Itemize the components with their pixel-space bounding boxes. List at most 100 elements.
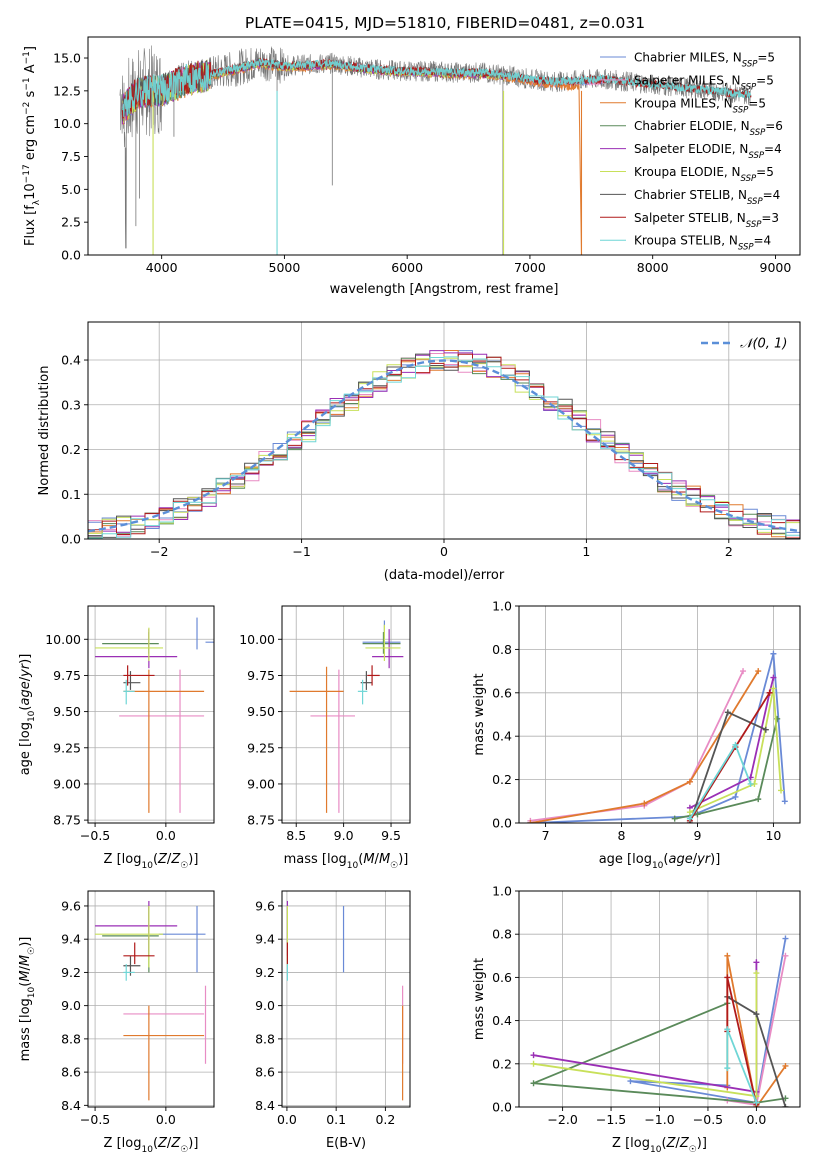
legend-text: Kroupa ELODIE, N: [634, 165, 741, 179]
legend-text: =4: [763, 188, 781, 202]
observed-spectrum: [119, 45, 752, 249]
label-part: Z: [157, 1136, 168, 1151]
marker: [770, 674, 777, 681]
tick-label-y: 12.5: [53, 83, 81, 98]
tick-label-y: 7.5: [61, 149, 81, 164]
tick-label-x: 6000: [391, 260, 423, 275]
plot-area: [95, 617, 214, 813]
marker: [724, 1026, 731, 1033]
label-part: λ: [32, 199, 42, 205]
legend-label: Chabrier STELIB, NSSP=4: [634, 188, 780, 207]
legend-label: Kroupa MILES, NSSP=5: [634, 96, 766, 115]
label-part: /: [675, 1136, 680, 1151]
label-part: ☉: [27, 947, 37, 955]
legend-label: Kroupa STELIB, NSSP=4: [634, 234, 771, 253]
label-part: 10: [141, 861, 153, 871]
tick-label-x: 5000: [269, 260, 301, 275]
tick-label-y: 9.50: [53, 704, 81, 719]
tick-label-y: 10.0: [53, 116, 81, 131]
legend-text: =4: [754, 234, 772, 248]
tick-label-y: 9.0: [61, 998, 81, 1013]
tick-label-y: 0.0: [61, 248, 81, 263]
tick-label-y: 9.4: [255, 932, 275, 947]
label-part: (: [661, 1136, 666, 1151]
tick-label-y: 0.3: [61, 397, 81, 412]
tick-label-y: 1.0: [492, 599, 512, 614]
y-axis-label: mass [log10(M/M☉)]: [18, 937, 37, 1062]
tick-label-y: 0.4: [492, 729, 512, 744]
marker: [753, 970, 760, 977]
label-part: (: [153, 1136, 158, 1151]
label-part: 10: [347, 861, 359, 871]
tick-label-x: 0: [440, 544, 448, 559]
tick-label-y: 9.4: [61, 932, 81, 947]
y-axis-label: mass weight: [472, 673, 487, 755]
legend-label: Chabrier MILES, NSSP=5: [634, 51, 775, 70]
marker: [755, 796, 762, 803]
marker: [766, 689, 773, 696]
label-part: age [log: [18, 722, 33, 775]
legend-text: =5: [757, 51, 775, 65]
axes-frame: [518, 605, 801, 824]
x-axis-label: age [log10(age/yr)]: [599, 852, 721, 871]
label-part: ☉: [180, 1145, 188, 1155]
marker: [782, 935, 789, 942]
legend-label: Kroupa ELODIE, NSSP=5: [634, 165, 774, 184]
axes-residuals: −2 −1 0 1 2 0.0 0.1 0.2 0.3 0.4 (data-model)/error…: [37, 321, 801, 583]
axes-frame: [87, 890, 215, 1108]
tick-label-y: 9.2: [255, 965, 275, 980]
axes-frame: [518, 890, 801, 1108]
label-part: Z [log: [104, 1136, 142, 1151]
y-axis-label: mass weight: [472, 958, 487, 1040]
legend-sub: SSP: [741, 82, 757, 92]
label-part: 10: [141, 1145, 153, 1155]
legend-label: Salpeter MILES, NSSP=5: [634, 73, 774, 92]
plot-area: [88, 350, 800, 539]
tick-label-x: 9: [693, 828, 701, 843]
tick-label-y: 9.00: [247, 776, 275, 791]
tick-label-y: 0.2: [492, 1056, 512, 1071]
label-part: )]: [18, 654, 33, 664]
marker: [686, 815, 693, 822]
tick-label-x: 0.0: [746, 1112, 766, 1127]
tick-label-x: 8000: [637, 260, 669, 275]
legend-text: Chabrier MILES, N: [634, 51, 742, 65]
axes-frame: [87, 321, 801, 540]
marker: [781, 798, 788, 805]
legend-text: =5: [756, 165, 774, 179]
legend-sub: SSP: [738, 243, 754, 253]
legend-text: =5: [748, 96, 766, 110]
tick-label-y: 9.6: [61, 898, 81, 913]
marker: [732, 741, 739, 748]
label-part: M: [18, 970, 33, 981]
legend-sub: SSP: [741, 174, 757, 184]
label-part: age: [668, 852, 692, 867]
tick-label-y: 9.75: [247, 668, 275, 683]
axes-frame: [87, 36, 801, 256]
tick-label-y: 9.00: [53, 776, 81, 791]
legend-sub: SSP: [742, 60, 758, 70]
marker: [753, 1011, 760, 1018]
marker: [747, 780, 754, 787]
label-part: )]: [188, 1136, 198, 1151]
weight-line-kroupa_elodie: [533, 973, 758, 1098]
axes-spectrum: 4000 5000 6000 7000 8000 9000 0.0 2.5 5.0 7.5 10.0…: [22, 36, 801, 297]
y-axis-label: Normed distribution: [37, 366, 52, 496]
normal-curve: [88, 359, 800, 533]
tick-label-y: 8.6: [61, 1065, 81, 1080]
label-part: )]: [710, 852, 720, 867]
legend-text: Salpeter MILES, N: [634, 73, 741, 87]
axes-z-weight: −2.0 −1.5 −1.0 −0.5 0.0 0.0 0.2 0.4 0.6 0.8 1.0 Z […: [472, 884, 801, 1155]
label-part: −1: [22, 51, 32, 64]
label-part: )]: [18, 937, 33, 947]
model-spectrum: [121, 58, 752, 117]
legend-text: Chabrier STELIB, N: [634, 188, 747, 202]
plot-area: [95, 900, 207, 1101]
tick-label-y: 0.4: [61, 353, 81, 368]
tick-label-y: 2.5: [61, 215, 81, 230]
legend-text: Kroupa STELIB, N: [634, 234, 738, 248]
tick-label-y: 9.25: [53, 740, 81, 755]
